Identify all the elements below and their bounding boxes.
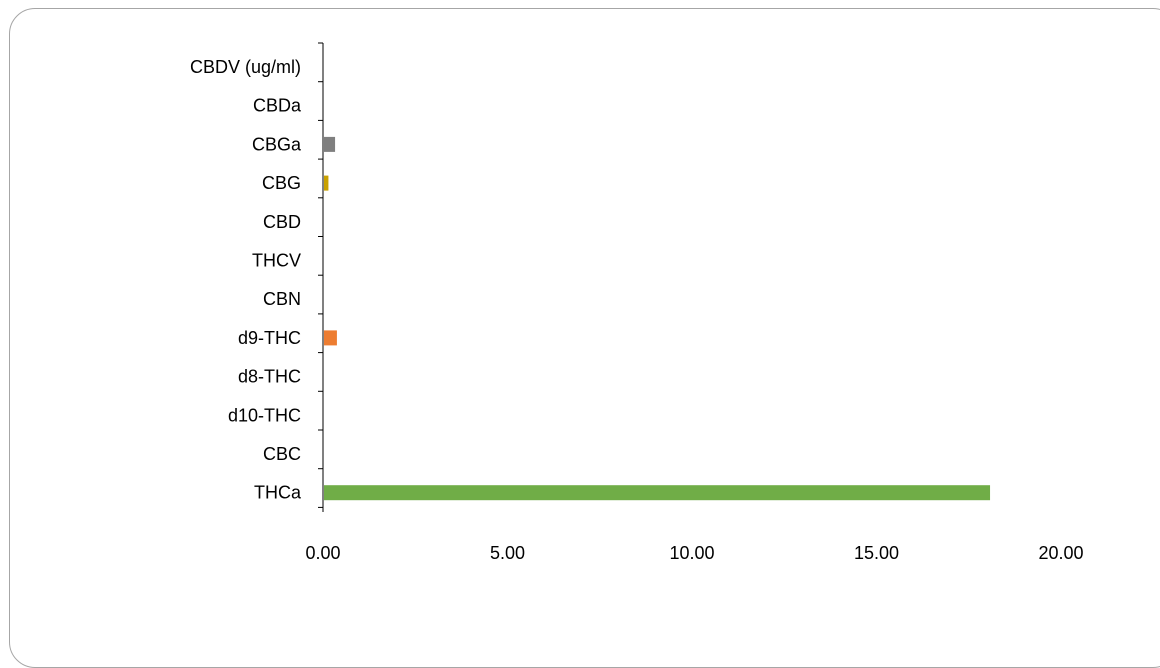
category-label: CBC bbox=[263, 444, 301, 464]
chart-area: CBDV (ug/ml) CBDa CBGa CBG CBD THCV CBN d9-THC d… bbox=[190, 42, 1084, 563]
bars-layer bbox=[324, 136, 991, 501]
category-label: CBN bbox=[263, 289, 301, 309]
category-labels: CBDV (ug/ml) CBDa CBGa CBG CBD THCV CBN d9-THC d… bbox=[190, 57, 302, 503]
category-label: CBGa bbox=[252, 134, 302, 154]
bar bbox=[324, 175, 329, 191]
category-label: THCa bbox=[254, 483, 302, 503]
x-tick-label: 10.00 bbox=[669, 543, 714, 563]
x-tick-label: 5.00 bbox=[490, 543, 525, 563]
x-tick-label: 15.00 bbox=[854, 543, 899, 563]
bar bbox=[324, 330, 337, 346]
category-label: CBDa bbox=[253, 96, 302, 116]
chart-frame bbox=[9, 8, 1160, 668]
category-label: d9-THC bbox=[238, 328, 301, 348]
category-label: THCV bbox=[252, 251, 301, 271]
category-label: CBD bbox=[263, 212, 301, 232]
category-label: d10-THC bbox=[228, 405, 301, 425]
bar bbox=[324, 136, 336, 152]
axis-layer bbox=[318, 42, 324, 512]
bar bbox=[324, 485, 991, 501]
x-tick-labels: 0.00 5.00 10.00 15.00 20.00 bbox=[305, 543, 1083, 563]
category-label: CBG bbox=[262, 173, 301, 193]
category-label: d8-THC bbox=[238, 367, 301, 387]
category-label: CBDV (ug/ml) bbox=[190, 57, 301, 77]
x-tick-label: 20.00 bbox=[1038, 543, 1083, 563]
x-tick-label: 0.00 bbox=[305, 543, 340, 563]
